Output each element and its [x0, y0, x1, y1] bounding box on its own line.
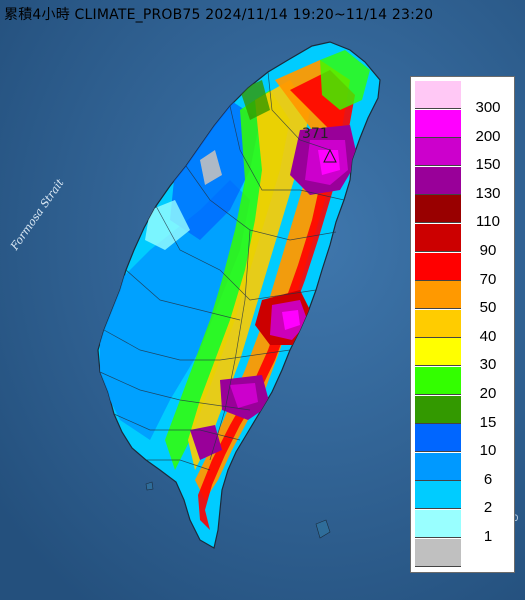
legend-swatch: [415, 81, 461, 109]
legend-value: 300: [475, 99, 501, 116]
legend-swatch: [415, 510, 461, 538]
legend-swatch: [415, 195, 461, 224]
legend-value: 70: [479, 270, 497, 288]
legend-swatch: [415, 338, 461, 367]
legend-value: 90: [479, 242, 497, 259]
legend-value: 20: [479, 385, 497, 402]
legend-swatch: [415, 395, 461, 424]
legend-value: 130: [475, 184, 501, 202]
legend-value: 30: [479, 356, 497, 374]
island-taiwan: [97, 41, 381, 549]
legend-value: 40: [479, 327, 497, 345]
legend-swatch: [415, 452, 461, 481]
rainfall-legend: 300 200 150 130 110 90 70 50 40 30 20 15 10 6 2 1: [410, 76, 515, 573]
legend-value: 150: [475, 156, 501, 174]
station-marker: [323, 148, 337, 163]
legend-swatch: [415, 309, 461, 338]
legend-swatch: [415, 109, 461, 138]
legend-value: 15: [479, 413, 497, 431]
legend-swatch: [415, 224, 461, 252]
legend-swatch: [415, 367, 461, 395]
legend-swatch: [415, 166, 461, 195]
offshore-islands: [145, 481, 331, 539]
legend-value: 6: [483, 470, 493, 488]
legend-swatch: [415, 481, 461, 510]
county-boundaries: [99, 71, 345, 471]
legend-value: 110: [476, 213, 500, 231]
legend-swatch: [415, 424, 461, 453]
legend-value: 1: [483, 528, 493, 545]
legend-value: 200: [475, 127, 501, 145]
map-title: 累積4小時 CLIMATE_PROB75 2024/11/14 19:20~11…: [4, 7, 434, 23]
legend-value: 50: [479, 299, 497, 317]
legend-value: 10: [479, 442, 497, 460]
legend-value: 2: [483, 499, 493, 517]
legend-swatch: [415, 538, 461, 567]
max-station-value: 371: [302, 126, 329, 142]
legend-swatch: [415, 138, 461, 167]
legend-swatch: [415, 252, 461, 281]
legend-swatch: [415, 281, 461, 310]
